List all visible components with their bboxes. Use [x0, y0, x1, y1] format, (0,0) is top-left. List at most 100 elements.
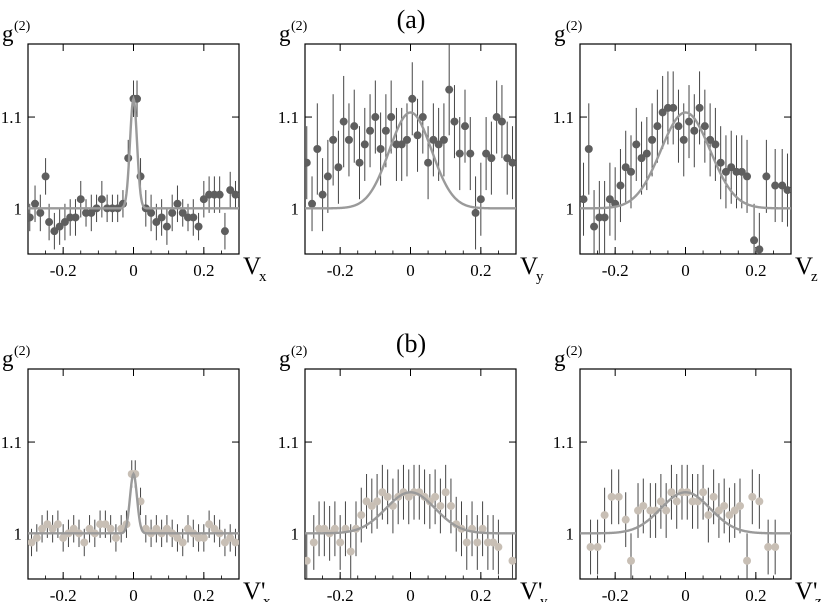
x-tick-label: 0: [681, 586, 690, 602]
data-point: [714, 506, 723, 515]
y-tick-label: 1.1: [278, 433, 299, 452]
x-tick-label: 0: [406, 261, 415, 280]
data-point: [424, 158, 433, 167]
data-point: [97, 195, 106, 204]
data-point: [87, 208, 96, 217]
data-layer: [580, 464, 791, 579]
x-tick-label: 0.2: [193, 586, 214, 602]
data-point: [436, 501, 445, 510]
data-point: [690, 126, 699, 135]
data-point: [402, 135, 411, 144]
data-point: [653, 122, 662, 131]
y-tick-label: 1.1: [553, 433, 574, 452]
x-axis-label-sub: y: [536, 269, 544, 285]
data-point: [76, 195, 85, 204]
data-point: [674, 122, 683, 131]
x-tick-label: -0.2: [50, 586, 77, 602]
data-point: [679, 135, 688, 144]
data-point: [783, 186, 791, 195]
data-point: [60, 218, 69, 227]
data-point: [36, 208, 45, 217]
data-point: [334, 163, 343, 172]
data-point: [357, 511, 366, 520]
y-axis-label-sup: (2): [14, 19, 31, 34]
data-point: [313, 145, 322, 153]
data-point: [626, 167, 635, 176]
data-point: [711, 140, 720, 149]
data-point: [487, 154, 496, 163]
data-point: [215, 190, 224, 199]
data-point: [152, 218, 161, 227]
data-point: [344, 135, 353, 144]
data-point: [330, 524, 339, 533]
data-point: [210, 524, 219, 533]
data-point: [489, 538, 498, 547]
x-axis-label-sub: x: [259, 269, 267, 285]
data-point: [28, 213, 34, 222]
data-point: [637, 154, 646, 163]
data-point: [173, 199, 182, 208]
data-point: [189, 213, 198, 222]
data-point: [466, 149, 475, 158]
data-point: [639, 501, 648, 510]
y-tick-label: 1.1: [1, 108, 22, 127]
y-tick-label: 1: [291, 524, 300, 543]
fit-curve: [28, 94, 239, 210]
data-point: [199, 533, 208, 542]
data-point: [32, 533, 41, 542]
data-point: [755, 497, 764, 506]
x-tick-label: 0.2: [745, 261, 766, 280]
data-point: [737, 167, 746, 176]
data-point: [378, 488, 387, 497]
data-point: [381, 126, 390, 135]
data-point: [226, 186, 235, 195]
data-point: [605, 195, 614, 204]
data-point: [53, 520, 62, 529]
data-point: [231, 538, 239, 547]
row-label-a: (a): [397, 5, 426, 34]
panel-1: g (2) 1 1.1 -0.2 0 0.2 Vx: [1, 19, 267, 285]
data-point: [69, 524, 78, 533]
data-point: [355, 158, 364, 167]
y-tick-label: 1.1: [278, 108, 299, 127]
data-point: [323, 172, 332, 181]
y-axis-label-sup: (2): [566, 19, 583, 34]
data-point: [748, 492, 757, 501]
data-point: [59, 533, 68, 542]
data-point: [590, 222, 599, 231]
data-point: [226, 533, 235, 542]
data-point: [199, 195, 208, 204]
panel-5: g (2) 1 1.1 -0.2 0 0.2 V'y: [278, 344, 548, 602]
data-point: [429, 135, 438, 144]
data-point: [162, 524, 171, 533]
data-point: [106, 524, 115, 533]
x-tick-label: 0: [681, 261, 690, 280]
data-point: [168, 208, 177, 217]
data-point: [755, 245, 764, 254]
y-tick-label: 1: [566, 199, 575, 218]
y-tick-label: 1: [291, 199, 300, 218]
data-point: [445, 85, 454, 94]
data-point: [580, 195, 588, 204]
data-point: [642, 149, 651, 158]
panel-6: g (2) 1 1.1 -0.2 0 0.2 V'z: [553, 344, 822, 602]
data-point: [634, 506, 643, 515]
data-point: [455, 149, 464, 158]
data-point: [656, 497, 665, 506]
data-point: [55, 222, 64, 231]
data-point: [704, 511, 713, 520]
data-point: [376, 145, 385, 153]
fit-curve: [305, 111, 516, 210]
x-axis-label-sub: y: [540, 594, 548, 602]
plot-frame: [304, 43, 517, 255]
row-label-b: (b): [396, 329, 426, 358]
data-point: [750, 236, 759, 245]
data-point: [38, 524, 47, 533]
x-tick-label: -0.2: [327, 261, 354, 280]
data-point: [494, 543, 503, 552]
data-point: [672, 497, 681, 506]
data-point: [346, 547, 355, 556]
data-point: [736, 501, 745, 510]
x-tick-label: 0.2: [470, 261, 491, 280]
data-point: [462, 538, 471, 547]
